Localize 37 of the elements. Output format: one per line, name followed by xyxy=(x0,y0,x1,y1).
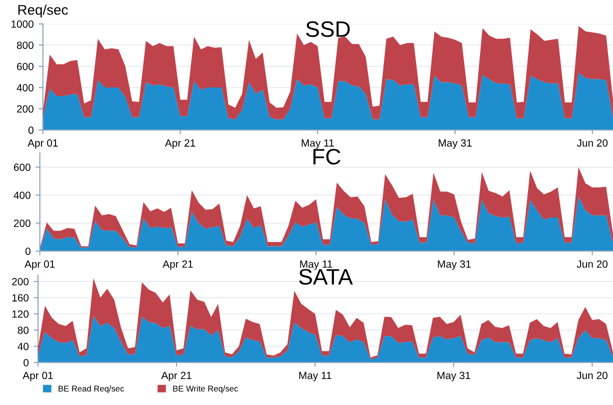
x-tick-label: Apr 01 xyxy=(22,372,53,382)
x-tick-label: May 31 xyxy=(438,139,472,149)
x-tick-label: Apr 01 xyxy=(28,139,58,149)
x-tick-label: Jun 20 xyxy=(576,139,608,147)
y-tick-label: 80 xyxy=(18,326,29,334)
y-tick-label: 800 xyxy=(16,42,34,49)
y-tick-label: 40 xyxy=(18,342,29,350)
y-tick-label: 200 xyxy=(14,220,30,227)
x-tick-label: Apr 01 xyxy=(24,260,55,270)
x-tick-label: May 11 xyxy=(300,260,332,270)
y-tick-label: 0 xyxy=(28,126,34,134)
y-tick-label: 400 xyxy=(16,84,34,92)
y-tick-label: 1000 xyxy=(12,20,34,28)
y-tick-label: 600 xyxy=(14,164,30,171)
y-tick-label: 0 xyxy=(24,358,29,366)
x-tick-label: Apr 21 xyxy=(162,260,193,270)
legend-label: BE Write Req/sec xyxy=(173,385,238,394)
x-tick-label: May 31 xyxy=(438,260,471,270)
y-tick-label: 120 xyxy=(12,310,29,318)
chart-title: SATA xyxy=(299,268,353,285)
chart-title: SSD xyxy=(306,21,350,37)
x-tick-label: Apr 21 xyxy=(161,372,192,382)
y-axis-title: Req/sec xyxy=(18,4,68,18)
chart-title: FC xyxy=(313,148,340,165)
y-tick-label: 160 xyxy=(12,294,29,302)
y-tick-label: 600 xyxy=(17,62,34,70)
legend-label: BE Read Req/sec xyxy=(58,385,124,394)
x-tick-label: Jun 20 xyxy=(576,260,608,268)
x-tick-label: May 11 xyxy=(302,139,334,149)
y-tick-label: 200 xyxy=(17,105,34,113)
x-tick-label: Apr 21 xyxy=(164,139,196,149)
y-tick-label: 200 xyxy=(12,278,29,286)
x-tick-label: May 31 xyxy=(437,372,470,382)
x-tick-label: Jun 20 xyxy=(576,372,608,380)
x-tick-label: May 11 xyxy=(299,372,332,382)
y-tick-label: 0 xyxy=(25,248,30,255)
y-tick-label: 400 xyxy=(14,192,30,199)
